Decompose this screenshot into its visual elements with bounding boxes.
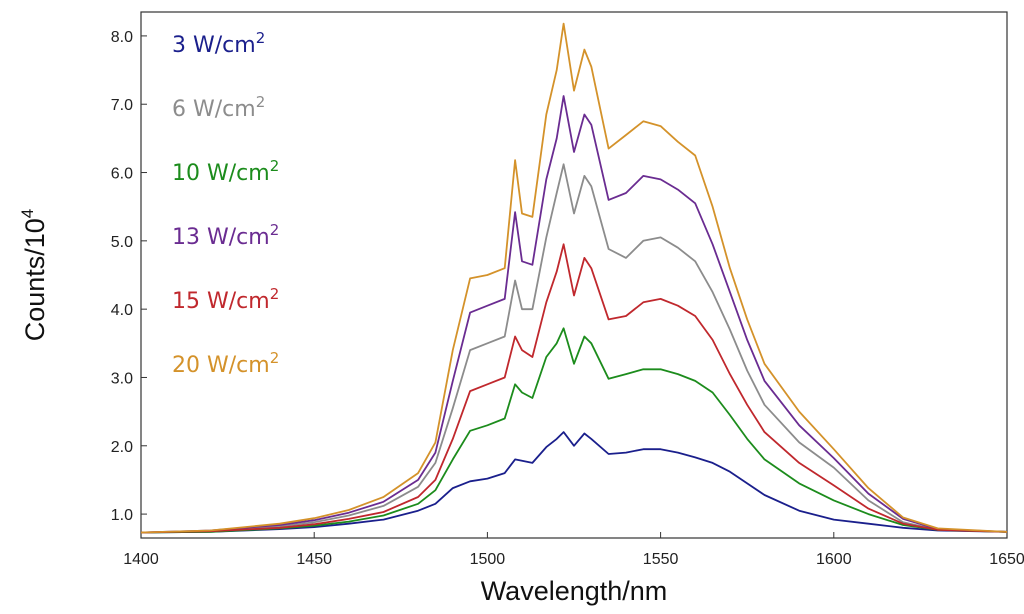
x-tick-label: 1400: [123, 551, 159, 568]
axis-ticks: 1400 1450 1500 1550 1600 1650 1.0 2.0 3.0 4.0 5.0 6…: [111, 29, 1024, 568]
legend-entry-1: 3 W/cm2: [172, 29, 265, 58]
series-line-5: [140, 243, 1008, 534]
y-tick-label: 4.0: [111, 302, 133, 319]
legend-entry-label: 20 W/cm: [172, 353, 270, 378]
plot-area-frame: [140, 11, 1008, 539]
y-tick-label: 3.0: [111, 370, 133, 387]
x-tick-label: 1550: [643, 551, 679, 568]
legend-entry-label: 3 W/cm: [172, 33, 256, 58]
y-tick-label: 1.0: [111, 507, 133, 524]
y-axis-title: Counts/104: [18, 209, 50, 342]
series-line-2: [140, 163, 1008, 534]
legend-entry-superscript: 2: [256, 93, 266, 111]
legend-entry-superscript: 2: [270, 221, 280, 239]
legend-entry-superscript: 2: [270, 285, 280, 303]
legend-entry-3: 10 W/cm2: [172, 157, 279, 186]
y-tick-label: 2.0: [111, 439, 133, 456]
series-line-3: [140, 327, 1008, 534]
y-tick-label: 7.0: [111, 97, 133, 114]
legend-entry-superscript: 2: [270, 157, 280, 175]
y-tick-label: 6.0: [111, 166, 133, 183]
series-line-6: [140, 22, 1008, 534]
legend-entry-label: 13 W/cm: [172, 225, 270, 250]
legend-entry-2: 6 W/cm2: [172, 93, 265, 122]
legend-entry-4: 13 W/cm2: [172, 221, 279, 250]
series-lines: [140, 22, 1008, 534]
legend-entry-label: 15 W/cm: [172, 289, 270, 314]
x-tick-label: 1650: [989, 551, 1024, 568]
x-tick-label: 1500: [470, 551, 506, 568]
legend-entry-superscript: 2: [256, 29, 266, 47]
series-line-4: [140, 95, 1008, 534]
y-axis-title-base: Counts/10: [20, 218, 50, 341]
x-tick-label: 1450: [296, 551, 332, 568]
x-axis-title: Wavelength/nm: [481, 576, 668, 606]
legend-entry-label: 10 W/cm: [172, 161, 270, 186]
legend-entry-6: 20 W/cm2: [172, 349, 279, 378]
x-tick-label: 1600: [816, 551, 852, 568]
y-tick-label: 8.0: [111, 29, 133, 46]
legend-entry-superscript: 2: [270, 349, 280, 367]
series-line-1: [140, 431, 1008, 534]
legend-entry-label: 6 W/cm: [172, 97, 256, 122]
y-axis-title-exponent: 4: [18, 209, 37, 218]
legend-entry-5: 15 W/cm2: [172, 285, 279, 314]
y-tick-label: 5.0: [111, 234, 133, 251]
